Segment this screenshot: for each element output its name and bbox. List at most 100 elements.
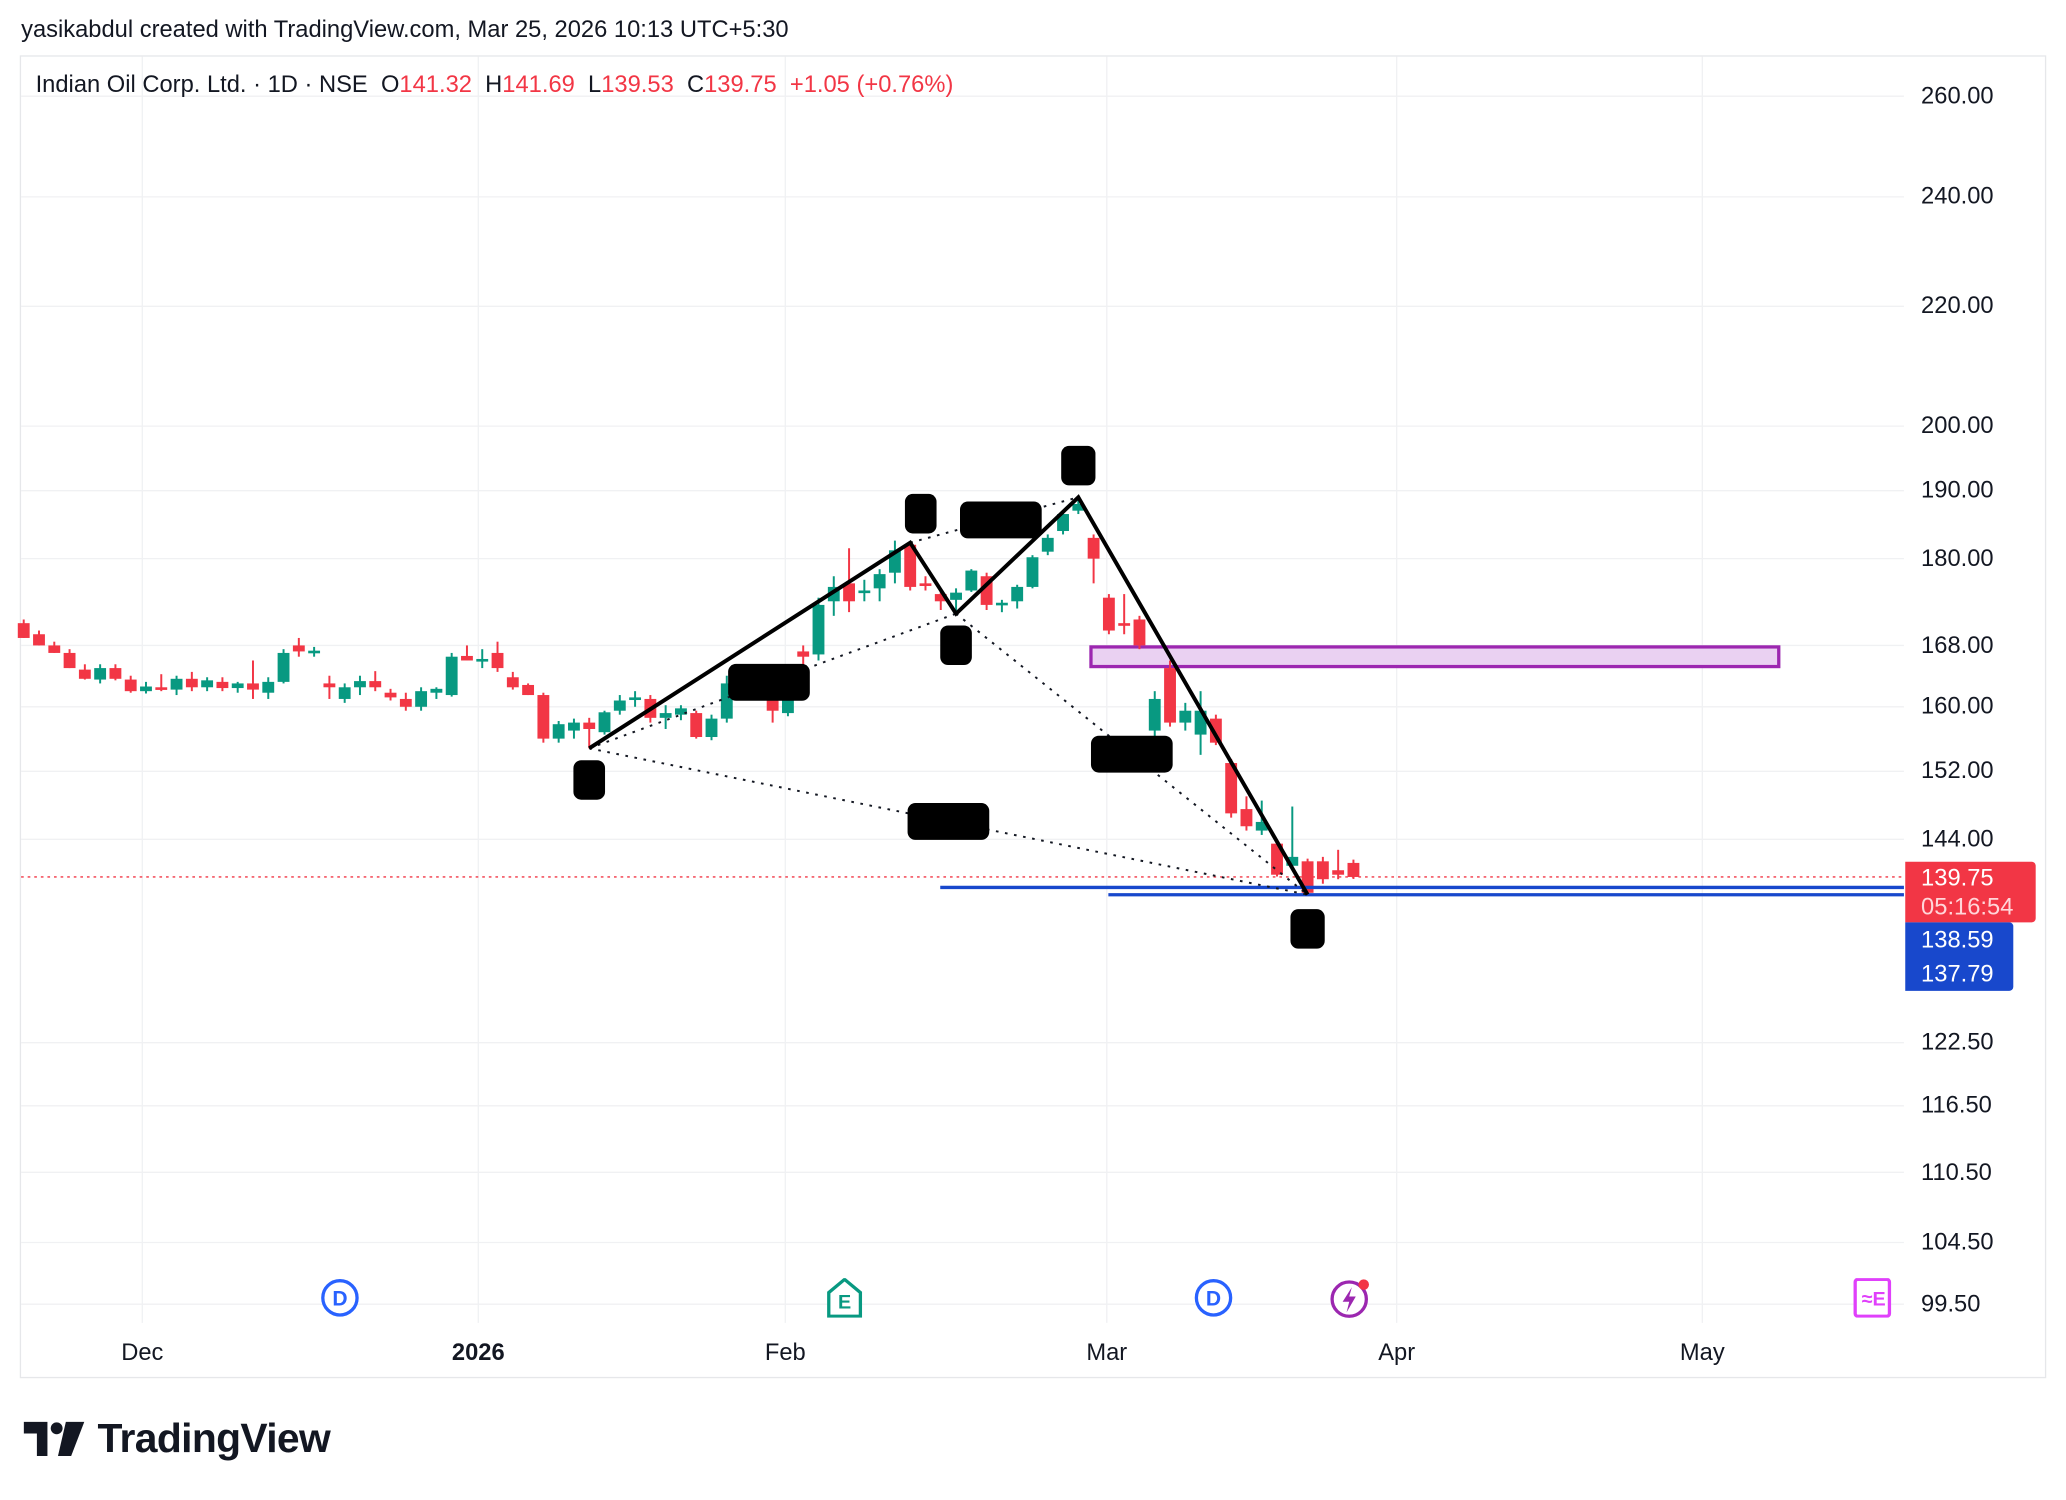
candle-body: [1240, 809, 1253, 827]
candle-body: [537, 695, 550, 739]
candle-body: [155, 687, 168, 690]
credit-line: yasikabdul created with TradingView.com,…: [21, 15, 789, 43]
flash-news-icon[interactable]: [1329, 1278, 1369, 1318]
price-axis-label: 200.00: [1921, 412, 1994, 439]
candle-body: [338, 687, 351, 699]
candle: [705, 714, 718, 741]
bar-countdown: 05:16:54: [1921, 893, 2014, 920]
candle-body: [78, 669, 91, 679]
candle: [399, 692, 412, 711]
level-2-value: 137.79: [1921, 960, 1994, 987]
price-axis-label: 220.00: [1921, 292, 1994, 319]
earnings-estimate-icon[interactable]: ≈E: [1850, 1277, 1892, 1318]
candle: [323, 675, 336, 699]
candle: [613, 695, 626, 715]
candle: [17, 619, 30, 638]
candle-body: [720, 683, 733, 719]
candle: [1133, 615, 1146, 650]
dividend-icon[interactable]: D: [1194, 1278, 1234, 1318]
candle: [262, 677, 275, 699]
candle-body: [506, 677, 519, 688]
candle: [583, 717, 596, 749]
change-value: +1.05 (+0.76%): [789, 71, 954, 98]
candle: [1057, 510, 1069, 535]
dividend-icon[interactable]: D: [320, 1278, 360, 1318]
candle: [63, 649, 76, 669]
high-value: 141.69: [502, 71, 575, 98]
candle-body: [124, 679, 137, 692]
time-label-feb: Feb: [764, 1338, 806, 1366]
pattern-point-label-x: [573, 760, 606, 800]
candle-body: [1225, 763, 1238, 814]
tradingview-logo[interactable]: TradingView: [23, 1415, 331, 1462]
candle: [247, 660, 259, 699]
candle: [1316, 856, 1329, 884]
candle: [934, 590, 947, 610]
time-label-dec: Dec: [121, 1338, 164, 1366]
harmonic-pattern-legs: [588, 494, 1310, 896]
candle-body: [766, 691, 779, 711]
candle-body: [1041, 537, 1054, 552]
candle-body: [1271, 843, 1283, 875]
candle-body: [690, 713, 703, 738]
ratio-label-xb: [728, 663, 810, 701]
candle-body: [1301, 861, 1314, 893]
candle: [231, 681, 244, 693]
close-label: C: [686, 71, 705, 98]
pattern-ratio-line: [909, 496, 1079, 544]
candle: [1209, 714, 1222, 746]
candle-body: [827, 586, 840, 602]
candle-body: [1255, 821, 1268, 831]
candle: [33, 630, 45, 646]
candle-body: [675, 708, 687, 715]
candle-body: [109, 668, 122, 679]
candle-body: [185, 678, 198, 688]
candle-body: [1133, 619, 1146, 646]
candle: [568, 718, 580, 739]
candle-body: [613, 700, 626, 711]
candle-body: [231, 683, 244, 689]
candle-body: [552, 724, 565, 739]
candle: [216, 677, 229, 692]
candle: [629, 691, 642, 707]
chart-frame: [19, 55, 2047, 1379]
candle: [812, 597, 825, 661]
candle: [78, 664, 91, 680]
candle: [873, 569, 886, 602]
candle-body: [48, 645, 61, 653]
candle-body: [369, 681, 382, 688]
candle-body: [1347, 862, 1360, 877]
symbol-name[interactable]: Indian Oil Corp. Ltd. · 1D · NSE: [35, 71, 368, 98]
candle-body: [980, 576, 993, 605]
candle-body: [277, 652, 290, 682]
earnings-letter: E: [838, 1291, 851, 1313]
time-label-apr: Apr: [1378, 1338, 1416, 1366]
candle: [659, 705, 672, 729]
candle: [109, 664, 122, 681]
candle-body: [216, 681, 229, 689]
candle: [995, 599, 1008, 613]
ratio-label-ac: [960, 501, 1042, 539]
price-axis-label: 168.00: [1921, 631, 1994, 658]
time-label-2026: 2026: [451, 1338, 505, 1366]
candle-body: [1286, 856, 1299, 866]
candle-body: [1026, 557, 1039, 587]
candle-body: [308, 650, 321, 654]
high-label: H: [485, 71, 503, 98]
time-label-mar: Mar: [1086, 1338, 1128, 1366]
earnings-icon[interactable]: E: [825, 1277, 865, 1318]
candle: [506, 671, 519, 690]
candle: [919, 576, 932, 591]
candle-body: [247, 683, 259, 690]
level-1-value: 138.59: [1921, 926, 1994, 953]
candle: [292, 637, 305, 657]
candle: [827, 576, 840, 616]
candle: [1286, 806, 1299, 871]
candle: [461, 645, 473, 661]
symbol-legend: Indian Oil Corp. Ltd. · 1D · NSE O141.32…: [36, 71, 954, 99]
candle-body: [1194, 710, 1207, 735]
time-label-may: May: [1679, 1338, 1725, 1366]
candle: [48, 641, 61, 653]
candle-body: [170, 678, 183, 690]
